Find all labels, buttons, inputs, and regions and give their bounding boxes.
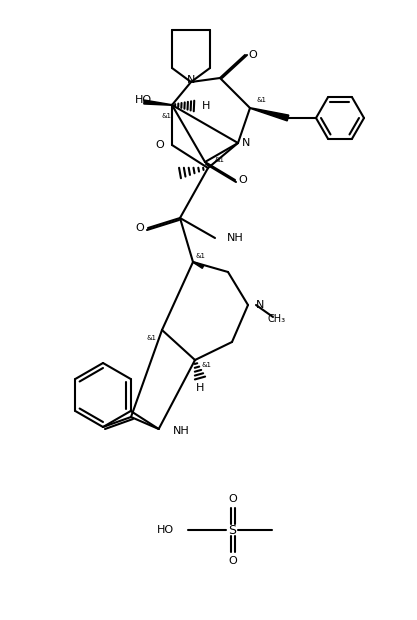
- Polygon shape: [144, 100, 172, 105]
- Text: H: H: [196, 383, 204, 393]
- Text: &1: &1: [257, 97, 267, 103]
- Polygon shape: [250, 108, 289, 121]
- Text: NH: NH: [227, 233, 244, 243]
- Text: O: O: [229, 556, 237, 566]
- Polygon shape: [193, 262, 203, 268]
- Text: &1: &1: [196, 253, 206, 259]
- Text: O: O: [249, 50, 257, 60]
- Text: O: O: [155, 140, 164, 150]
- Text: &1: &1: [147, 335, 157, 341]
- Text: &1: &1: [162, 113, 172, 119]
- Text: NH: NH: [173, 426, 189, 436]
- Text: HO: HO: [135, 95, 152, 105]
- Text: O: O: [239, 175, 247, 185]
- Text: CH₃: CH₃: [268, 314, 286, 324]
- Text: N: N: [242, 138, 250, 148]
- Text: O: O: [229, 494, 237, 504]
- Text: HO: HO: [157, 525, 174, 535]
- Text: &1: &1: [215, 157, 225, 163]
- Text: &1: &1: [202, 362, 212, 368]
- Text: N: N: [187, 75, 195, 85]
- Text: N: N: [256, 300, 264, 310]
- Text: S: S: [228, 523, 236, 536]
- Text: O: O: [136, 223, 144, 233]
- Text: H: H: [202, 101, 210, 111]
